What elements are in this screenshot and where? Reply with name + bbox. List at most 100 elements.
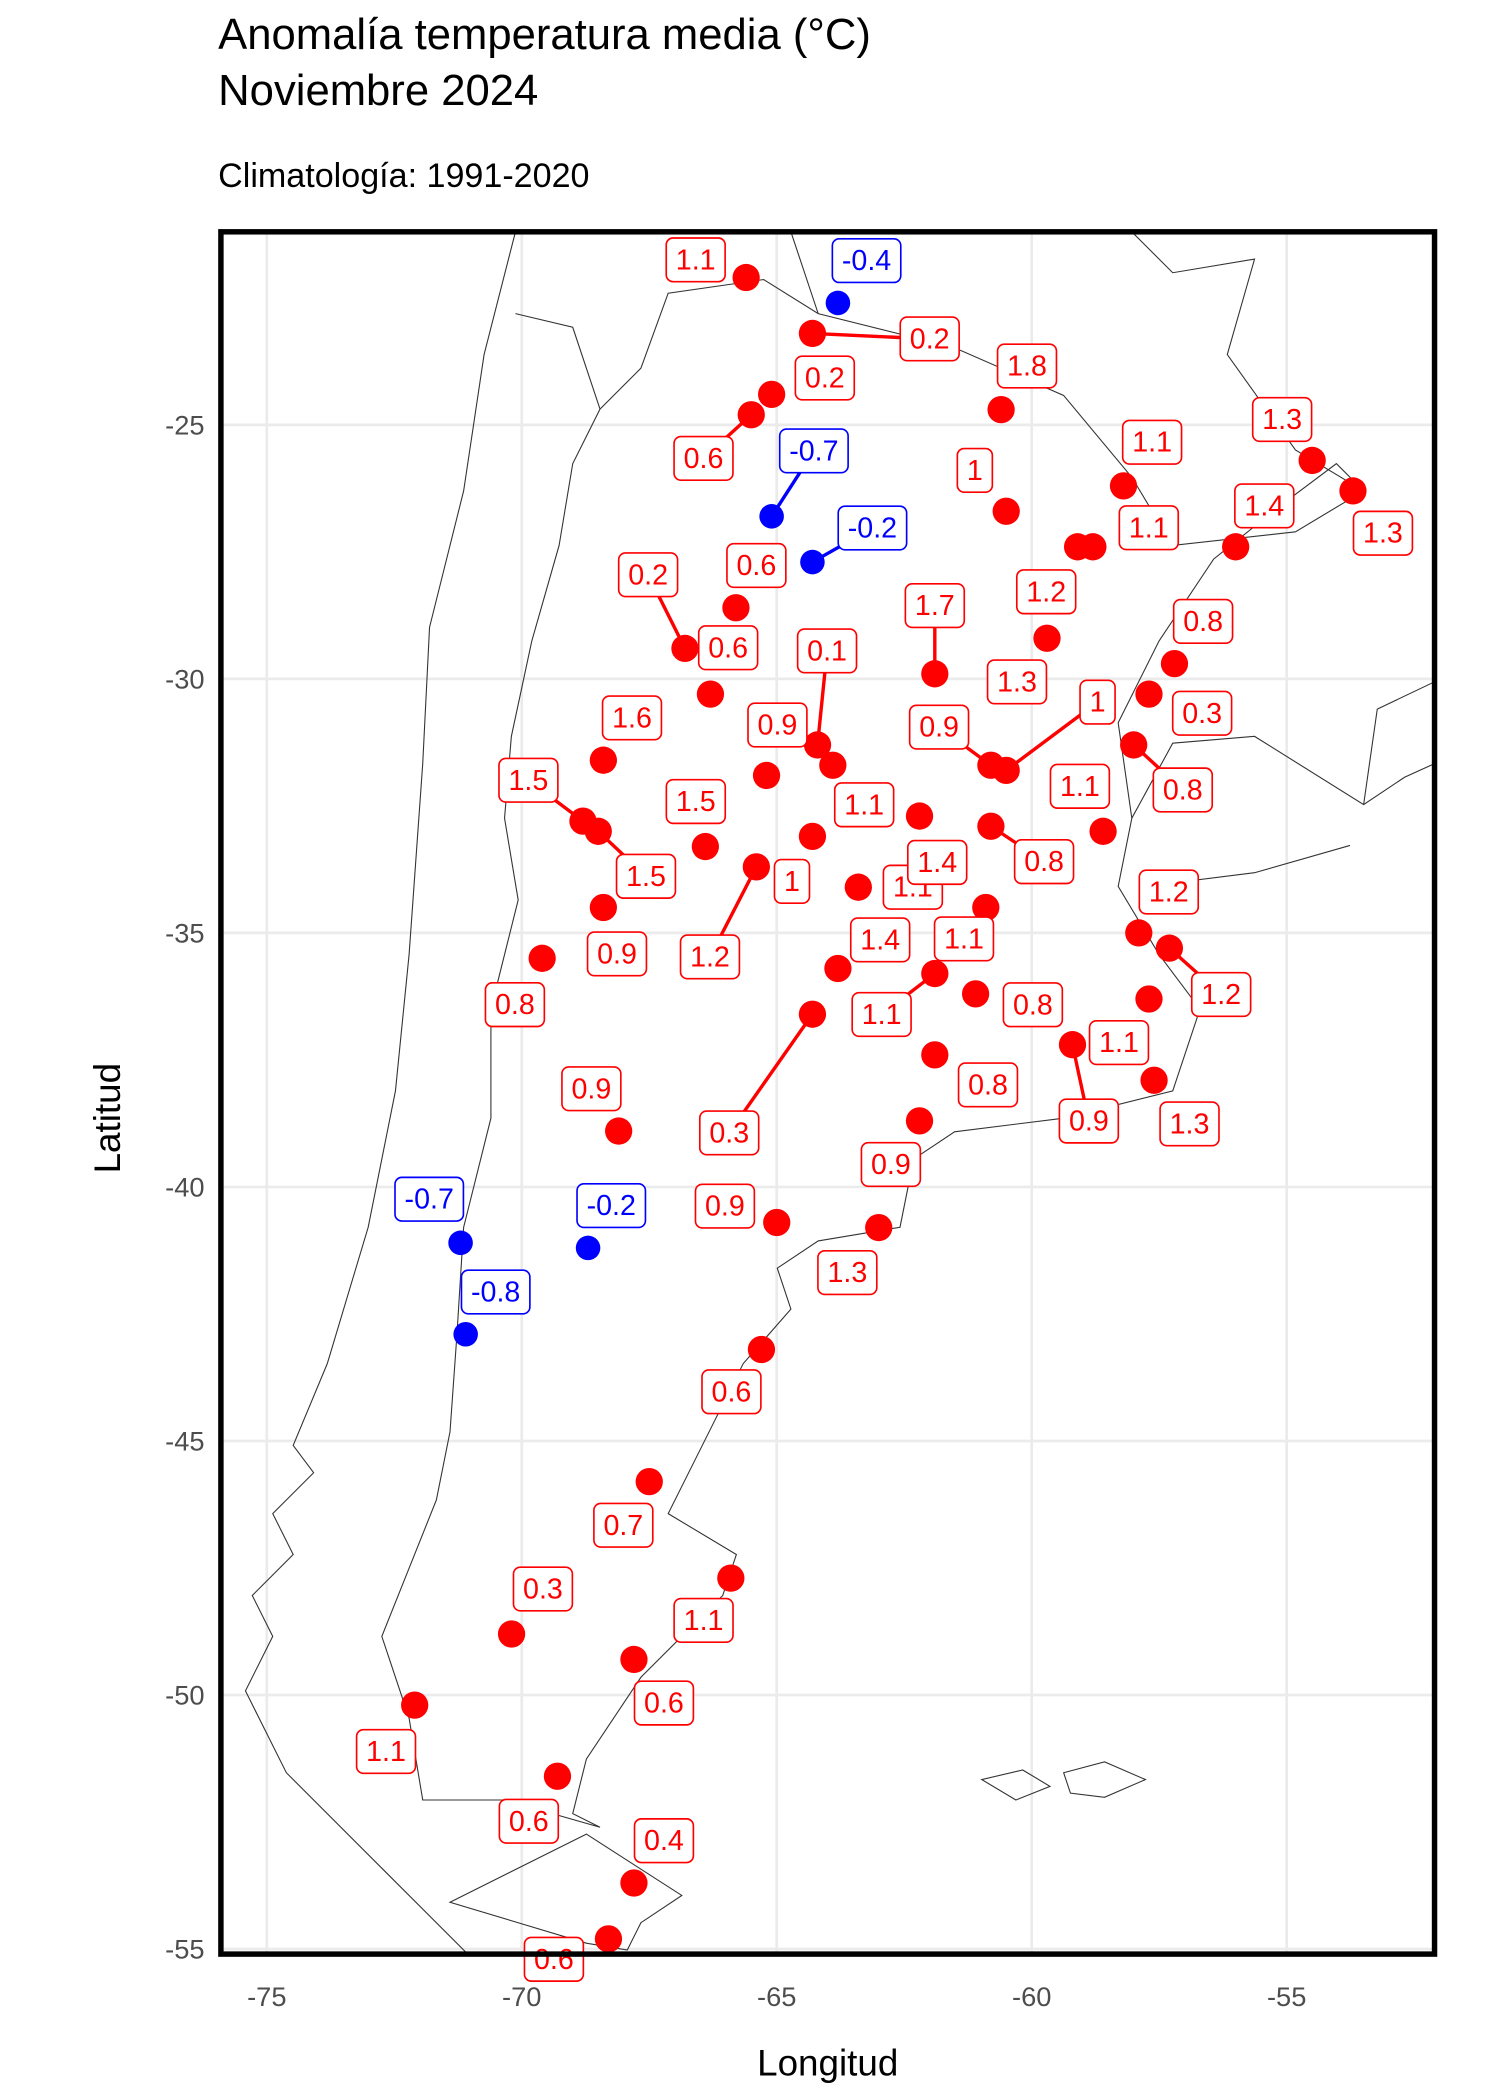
label-box [673,435,734,481]
value-label: 1.8 [996,343,1058,389]
data-label: -0.8 [471,1277,520,1309]
station-point [824,954,852,983]
malvinas [980,1761,1147,1801]
label-box [851,991,912,1038]
y-tick-label: -30 [165,663,204,694]
station-point [1120,731,1148,759]
station-point [696,680,725,708]
station-point [1089,817,1117,845]
label-box [726,542,787,589]
station-point [905,802,934,830]
station-point [763,1208,791,1237]
label-box [986,659,1048,705]
data-label: 0.6 [534,1944,574,1976]
value-label: 0.3 [1171,690,1233,736]
station-point [800,549,825,575]
value-label: 0.9 [747,702,808,748]
data-label: 1.3 [827,1257,867,1289]
label-box [512,1566,574,1612]
value-label: 1.3 [1159,1101,1220,1147]
station-point [528,944,556,972]
value-label: 1.2 [1138,869,1200,915]
label-box [906,839,968,886]
data-label: 0.6 [684,443,724,475]
label-box [904,582,966,629]
label-box [1138,869,1200,915]
station-point [747,1335,776,1364]
station-point [798,319,827,348]
value-label: 0.6 [673,435,734,481]
station-point [401,1691,429,1719]
value-label: 0.1 [796,628,858,674]
label-box [1079,679,1116,725]
station-point [620,1869,648,1897]
value-label: 0.9 [908,704,970,750]
data-label: 0.8 [1183,606,1223,638]
data-label: 0.4 [644,1825,684,1857]
data-label: 1.1 [944,923,984,955]
data-label: 0.2 [805,363,845,395]
station-point [1135,985,1163,1013]
value-label: 0.2 [899,316,960,362]
value-label: 1.1 [1118,505,1180,551]
label-box [698,1110,760,1156]
value-label: 1.7 [904,582,966,629]
data-label: 0.9 [919,712,959,744]
data-label: 0.9 [871,1149,911,1181]
station-point [453,1322,478,1347]
dots [401,263,1367,1953]
label-box [778,428,849,474]
station-point [819,751,847,779]
value-label: 0.3 [512,1566,574,1612]
value-label: 0.8 [484,982,546,1028]
data-label: 0.2 [628,559,668,591]
x-tick-label: -55 [1267,1981,1306,2012]
data-label: 0.6 [509,1806,549,1838]
value-label: 1.1 [1049,763,1111,809]
data-label: -0.2 [848,513,897,545]
station-point [803,731,832,759]
value-label: 1.1 [1121,419,1183,465]
data-label: -0.4 [842,245,891,277]
chart-title: Anomalía temperatura media (°C) [218,11,871,59]
label-box [1015,569,1077,615]
data-label: 1.2 [690,941,730,973]
data-label: 0.8 [1024,846,1064,878]
value-label: 1.4 [906,839,968,886]
x-tick-label: -70 [502,1981,541,2012]
x-tick-label: -60 [1012,1981,1051,2012]
label-box [860,1141,922,1188]
label-box [933,916,995,962]
station-point [1140,1066,1168,1094]
value-label: 0.8 [957,1062,1019,1108]
data-label: 1.1 [676,244,716,276]
label-box [833,782,895,828]
station-point [921,1041,949,1069]
station-point [497,1620,526,1648]
station-point [717,1564,745,1592]
station-point [757,380,786,409]
y-tick-label: -55 [165,1934,204,1965]
station-point [722,594,750,622]
data-label: 0.8 [1163,774,1203,806]
station-point [1125,919,1153,947]
label-box [1049,763,1111,809]
data-label: 0.9 [758,710,798,742]
data-label: 1.5 [676,786,716,818]
axis-ticks: -75 -70 -65 -60 -55 -55 -50 -45 -40 -35 -30 -25 [165,409,1306,2011]
value-label: 0.8 [1002,982,1064,1028]
y-tick-label: -25 [165,409,204,440]
label-box [633,1818,695,1864]
station-point [605,1117,633,1145]
value-label: 0.9 [1058,1098,1120,1144]
value-label: 0.2 [617,552,679,598]
station-point [594,1925,623,1953]
station-point [620,1645,648,1674]
value-label: 0.9 [586,931,648,977]
value-label: 0.7 [593,1502,654,1548]
label-box [849,917,911,963]
y-tick-label: -45 [165,1426,204,1457]
label-box [617,552,679,598]
value-label: 0.6 [523,1936,585,1982]
label-box [908,704,970,750]
